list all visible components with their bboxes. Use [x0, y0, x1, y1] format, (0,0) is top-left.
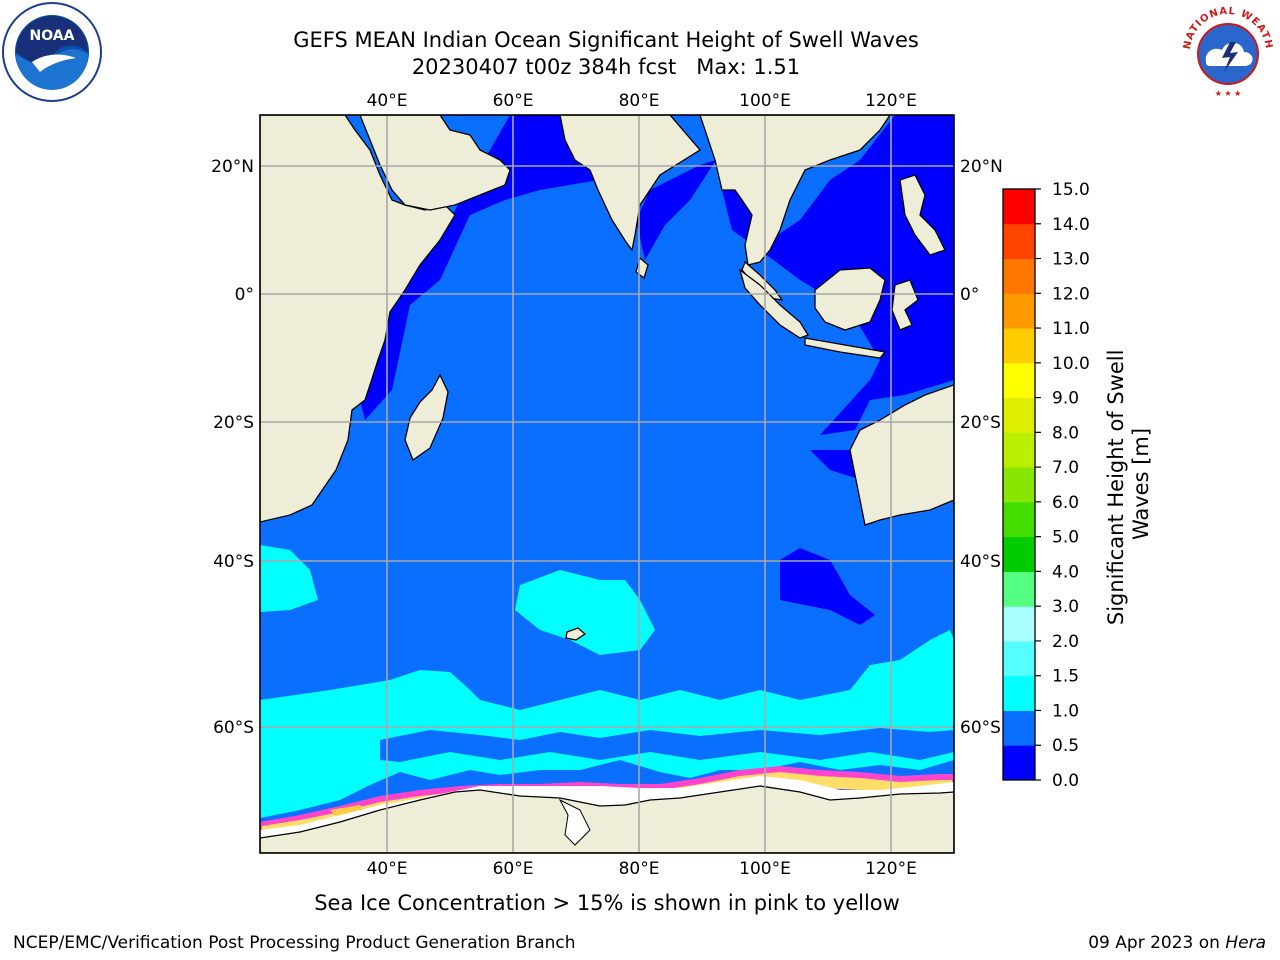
colorbar-tick-label: 1.5: [1052, 667, 1079, 687]
svg-text:★ ★ ★: ★ ★ ★: [1215, 89, 1242, 98]
colorbar-tick-label: 2.0: [1052, 632, 1079, 652]
colorbar-tick-label: 7.0: [1052, 458, 1079, 478]
colorbar-segment: [1003, 606, 1035, 642]
lon-tick-label-bottom: 100°E: [739, 859, 791, 879]
colorbar-tick-label: 1.0: [1052, 701, 1079, 721]
lon-tick-label-bottom: 40°E: [367, 859, 408, 879]
colorbar-tick-label: 13.0: [1052, 250, 1090, 270]
colorbar-segment: [1003, 501, 1035, 538]
colorbar-segment: [1003, 710, 1035, 746]
colorbar-frame: [1002, 188, 1036, 781]
colorbar-segment: [1003, 328, 1035, 364]
noaa-logo: NOAA: [2, 2, 102, 102]
colorbar-tick-label: 14.0: [1052, 215, 1090, 235]
map-gridlines: [260, 115, 954, 853]
map-title: GEFS MEAN Indian Ocean Significant Heigh…: [293, 28, 919, 52]
footer-machine: Hera: [1225, 933, 1266, 953]
colorbar-tick-label: 10.0: [1052, 354, 1090, 374]
lat-tick-label-right: 60°S: [960, 718, 1001, 738]
colorbar-tick-label: 4.0: [1052, 562, 1079, 582]
lon-tick-label-bottom: 120°E: [865, 859, 917, 879]
colorbar-segment: [1003, 467, 1035, 503]
colorbar-tick-label: 5.0: [1052, 528, 1079, 548]
map-frame: [259, 114, 955, 854]
colorbar-segment: [1003, 223, 1035, 260]
lat-tick-label-right: 40°S: [960, 552, 1001, 572]
lon-tick-label-top: 80°E: [619, 91, 660, 111]
land-masses: [260, 115, 954, 641]
colorbar-tick-label: 0.5: [1052, 736, 1079, 756]
lon-tick-label-bottom: 60°E: [493, 859, 534, 879]
lat-tick-label-left: 60°S: [213, 718, 254, 738]
lon-ticks-top: 40°E 60°E 80°E 100°E 120°E: [367, 91, 917, 111]
antarctica: [260, 776, 954, 853]
colorbar-tick-label: 12.0: [1052, 284, 1090, 304]
colorbar-segment: [1003, 536, 1035, 572]
map-plot-area: [260, 115, 954, 853]
lon-tick-label-bottom: 80°E: [619, 859, 660, 879]
colorbar-segment: [1003, 675, 1035, 711]
colorbar-tick-label: 11.0: [1052, 319, 1090, 339]
nws-logo: NATIONAL WEATHER SERVICE ★ ★ ★: [1178, 2, 1276, 100]
lat-tick-label-right: 20°N: [960, 157, 1003, 177]
colorbar-segment: [1003, 293, 1035, 329]
lon-tick-label-top: 100°E: [739, 91, 791, 111]
colorbar-label: Significant Height of Swell Waves [m]: [1104, 343, 1153, 625]
noaa-logo-text: NOAA: [30, 28, 75, 44]
sea-ice-caption: Sea Ice Concentration > 15% is shown in …: [314, 891, 900, 915]
colorbar: [1003, 189, 1035, 781]
swell-field-mid-band: [380, 728, 954, 762]
lat-tick-label-right: 0°: [960, 285, 979, 305]
colorbar-segment: [1003, 640, 1035, 677]
colorbar-segment: [1003, 397, 1035, 433]
colorbar-tick-label: 9.0: [1052, 389, 1079, 409]
lon-tick-label-top: 40°E: [367, 91, 408, 111]
colorbar-segment: [1003, 571, 1035, 607]
lat-ticks-left: 20°N 0° 20°S 40°S 60°S: [211, 157, 254, 738]
colorbar-segment: [1003, 432, 1035, 468]
colorbar-tick-label: 15.0: [1052, 180, 1090, 200]
colorbar-ticks: 0.0 0.5 1.0 1.5 2.0 3.0 4.0 5.0 6.0 7.0 8.0 9.0 10.0…: [1035, 180, 1090, 791]
lon-tick-label-top: 120°E: [865, 91, 917, 111]
colorbar-tick-label: 0.0: [1052, 771, 1079, 791]
colorbar-tick-label: 8.0: [1052, 423, 1079, 443]
footer-credit: NCEP/EMC/Verification Post Processing Pr…: [13, 933, 576, 953]
colorbar-segment: [1003, 189, 1035, 225]
lat-tick-label-left: 40°S: [213, 552, 254, 572]
map-subtitle: 20230407 t00z 384h fcst Max: 1.51: [411, 55, 801, 79]
footer-date-text: 09 Apr 2023 on: [1088, 933, 1226, 953]
colorbar-segment: [1003, 745, 1035, 781]
colorbar-tick-label: 3.0: [1052, 597, 1079, 617]
colorbar-segment: [1003, 258, 1035, 294]
lon-tick-label-top: 60°E: [493, 91, 534, 111]
colorbar-segment: [1003, 362, 1035, 399]
lat-ticks-right: 20°N 0° 20°S 40°S 60°S: [960, 157, 1003, 738]
lon-ticks-bottom: 40°E 60°E 80°E 100°E 120°E: [367, 859, 917, 879]
lat-tick-label-left: 0°: [235, 285, 254, 305]
lat-tick-label-left: 20°N: [211, 157, 254, 177]
lat-tick-label-left: 20°S: [213, 413, 254, 433]
lat-tick-label-right: 20°S: [960, 413, 1001, 433]
footer-date: 09 Apr 2023 on Hera: [1088, 932, 1266, 954]
colorbar-tick-label: 6.0: [1052, 493, 1079, 513]
